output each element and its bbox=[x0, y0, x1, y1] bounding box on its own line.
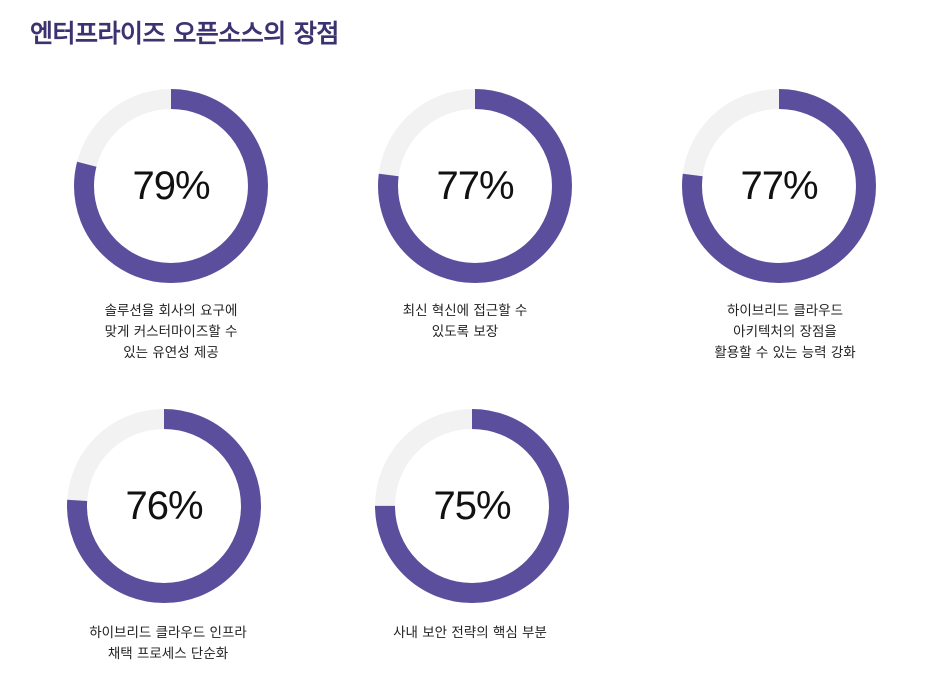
stat-caption: 하이브리드 클라우드 인프라 채택 프로세스 단순화 bbox=[89, 625, 247, 662]
percent-value: 77% bbox=[436, 163, 514, 208]
percent-value: 77% bbox=[740, 163, 818, 208]
progress-ring: 79% bbox=[71, 86, 271, 286]
donut-chart bbox=[378, 89, 572, 283]
donut-chart bbox=[67, 409, 261, 603]
donut-chart bbox=[375, 409, 569, 603]
stat-caption: 사내 보안 전략의 핵심 부분 bbox=[393, 625, 547, 641]
percent-value: 79% bbox=[132, 163, 210, 208]
stat-caption: 최신 혁신에 접근할 수 있도록 보장 bbox=[402, 303, 528, 340]
progress-ring: 76% bbox=[64, 406, 264, 606]
page-title: 엔터프라이즈 오픈소스의 장점 bbox=[30, 19, 339, 48]
donut-chart bbox=[682, 89, 876, 283]
donut-chart bbox=[74, 89, 268, 283]
stat-caption: 솔루션을 회사의 요구에 맞게 커스터마이즈할 수 있는 유연성 제공 bbox=[104, 303, 238, 361]
progress-ring: 77% bbox=[679, 86, 879, 286]
stat-caption: 하이브리드 클라우드 아키텍처의 장점을 활용할 수 있는 능력 강화 bbox=[714, 303, 856, 361]
percent-value: 76% bbox=[125, 483, 203, 528]
percent-value: 75% bbox=[433, 483, 511, 528]
progress-ring: 77% bbox=[375, 86, 575, 286]
progress-ring: 75% bbox=[372, 406, 572, 606]
